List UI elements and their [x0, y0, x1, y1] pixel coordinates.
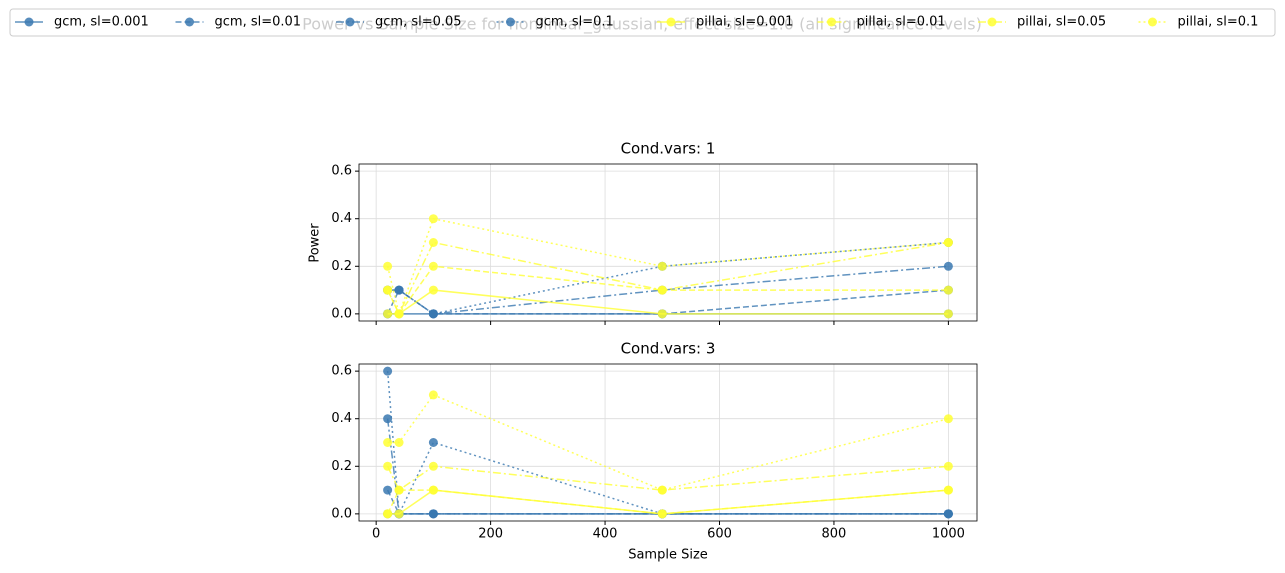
data-point — [383, 461, 393, 471]
x-tick-label: 800 — [822, 527, 847, 542]
data-point — [394, 438, 404, 447]
legend-marker — [345, 17, 355, 27]
legend-label: gcm, sl=0.1 — [536, 15, 614, 30]
data-point — [394, 285, 404, 295]
x-axis-label: Sample Size — [628, 548, 708, 563]
data-point — [383, 366, 393, 376]
legend-label: pillai, sl=0.01 — [857, 15, 946, 30]
data-point — [943, 309, 953, 319]
data-point — [943, 414, 953, 424]
legend-marker — [827, 17, 836, 27]
y-tick-label: 0.0 — [331, 506, 352, 521]
data-point — [943, 285, 953, 295]
y-axis-label: Power — [308, 223, 323, 263]
data-point — [943, 461, 953, 471]
data-point — [383, 509, 393, 519]
data-point — [383, 438, 393, 447]
legend-label: pillai, sl=0.1 — [1178, 15, 1259, 30]
y-tick-label: 0.2 — [331, 459, 352, 474]
series-line — [386, 371, 949, 517]
data-point — [657, 261, 667, 271]
legend-marker — [987, 17, 997, 27]
data-point — [428, 438, 438, 447]
legend-marker — [24, 17, 34, 27]
legend: gcm, sl=0.001 gcm, sl=0.01 gcm, sl=0.05 gcm… — [9, 8, 1276, 37]
legend-marker — [666, 17, 676, 27]
data-point — [394, 485, 404, 495]
legend-label: gcm, sl=0.001 — [54, 15, 149, 30]
plot-frame — [358, 163, 978, 322]
plot-frame — [358, 363, 978, 522]
data-point — [428, 285, 438, 295]
panel-title: Cond.vars: 3 — [621, 340, 716, 358]
x-tick-label: 1000 — [932, 527, 965, 542]
legend-marker — [185, 17, 194, 27]
data-point — [383, 485, 393, 495]
y-tick-label: 0.6 — [331, 364, 352, 379]
y-tick-label: 0.6 — [331, 164, 352, 179]
data-point — [943, 261, 953, 271]
legend-label: pillai, sl=0.05 — [1017, 15, 1106, 30]
x-tick-label: 200 — [478, 527, 503, 542]
x-tick-label: 400 — [593, 527, 618, 542]
data-point — [943, 485, 953, 495]
data-point — [383, 309, 393, 319]
data-point — [383, 414, 393, 424]
legend-marker — [1148, 17, 1157, 27]
data-point — [428, 261, 438, 271]
data-point — [394, 309, 404, 319]
y-tick-label: 0.4 — [331, 211, 352, 226]
data-point — [428, 309, 438, 319]
plot-area — [359, 364, 977, 521]
data-point — [383, 261, 393, 271]
data-point — [943, 509, 953, 519]
y-tick-label: 0.2 — [331, 259, 352, 274]
data-point — [394, 509, 404, 519]
panel-title: Cond.vars: 1 — [621, 140, 716, 158]
legend-marker — [506, 17, 515, 27]
y-tick-label: 0.0 — [331, 306, 352, 321]
data-point — [428, 238, 438, 247]
data-point — [657, 309, 667, 319]
legend-label: pillai, sl=0.001 — [696, 15, 793, 30]
x-tick-label: 0 — [372, 527, 380, 542]
legend-box — [9, 8, 1276, 37]
plot-area — [359, 164, 977, 321]
data-point — [428, 485, 438, 495]
x-tick-label: 600 — [707, 527, 732, 542]
data-point — [428, 390, 438, 400]
y-tick-label: 0.4 — [331, 411, 352, 426]
data-point — [428, 214, 438, 224]
data-point — [657, 485, 667, 495]
data-point — [657, 509, 667, 519]
legend-label: gcm, sl=0.05 — [375, 15, 462, 30]
data-point — [657, 285, 667, 295]
data-point — [383, 285, 393, 295]
data-point — [428, 509, 438, 519]
data-point — [428, 461, 438, 471]
legend-label: gcm, sl=0.01 — [215, 15, 302, 30]
series-line — [386, 241, 949, 316]
data-point — [943, 238, 953, 247]
